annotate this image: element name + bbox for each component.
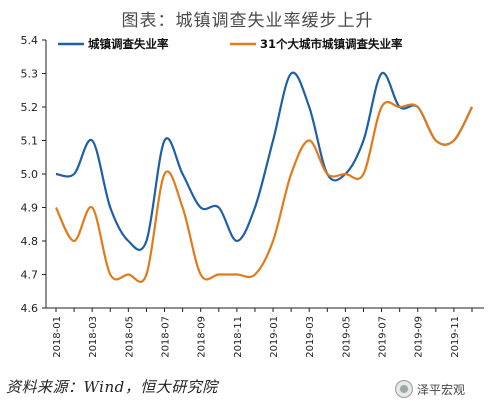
x-tick-label: 2019-07 (378, 316, 389, 358)
series-2-point (128, 274, 130, 276)
series-2-point (91, 207, 93, 209)
x-tick-label: 2018-09 (197, 316, 208, 358)
watermark-label: 泽平宏观 (417, 382, 466, 397)
series-1-point (109, 207, 111, 209)
series-1-point (128, 240, 130, 242)
series-2-point (290, 173, 292, 175)
series-1-point (200, 207, 202, 209)
x-tick-label: 2019-01 (269, 316, 280, 358)
series-2-point (254, 274, 256, 276)
legend-label-1: 城镇调查失业率 (88, 37, 169, 51)
series-2-point (363, 173, 365, 175)
y-axis-ticks: 4.6 4.7 4.8 4.9 5.0 5.1 5.2 5.3 5.4 (21, 34, 46, 315)
x-tick-label: 2019-11 (450, 316, 461, 358)
x-tick-label: 2018-03 (88, 316, 99, 358)
series-1-point (381, 73, 383, 75)
series-1-point (91, 140, 93, 142)
series-2-point (236, 274, 238, 276)
y-tick-label: 4.9 (21, 202, 39, 215)
series-2-point (164, 173, 166, 175)
series-1-point (164, 140, 166, 142)
x-axis-ticks: 2018-01 2018-03 2018-05 2018-07 2018-09 2018-… (52, 308, 473, 358)
y-tick-label: 5.0 (21, 168, 39, 181)
series-lines (55, 71, 473, 283)
y-tick-label: 5.1 (21, 135, 39, 148)
series-1-point (272, 140, 274, 142)
x-tick-label: 2019-03 (305, 316, 316, 358)
series-2-point (73, 240, 75, 242)
series-1-point (254, 207, 256, 209)
x-tick-label: 2019-09 (414, 316, 425, 358)
wechat-logo-icon (395, 380, 413, 398)
series-2-point (308, 140, 310, 142)
series-2-point (109, 274, 111, 276)
series-1-point (73, 173, 75, 175)
y-tick-label: 5.4 (21, 34, 39, 47)
series-line-2 (55, 100, 473, 283)
watermark: 泽平宏观 (395, 380, 465, 398)
y-tick-label: 5.3 (21, 68, 39, 81)
legend-label-2: 31个大城市城镇调查失业率 (260, 37, 403, 51)
series-2-point (272, 240, 274, 242)
series-1-point (290, 73, 292, 75)
series-2-point (182, 207, 184, 209)
y-tick-label: 4.8 (21, 235, 39, 248)
x-tick-label: 2018-07 (161, 316, 172, 358)
series-2-point (146, 274, 148, 276)
series-1-point (146, 240, 148, 242)
series-line-1 (55, 71, 473, 251)
series-2-point (55, 207, 57, 209)
series-1-point (55, 173, 57, 175)
series-1-point (363, 140, 365, 142)
series-1-point (236, 240, 238, 242)
series-2-point (381, 106, 383, 108)
series-2-point (435, 140, 437, 142)
series-1-point (218, 207, 220, 209)
series-1-point (308, 106, 310, 108)
series-2-point (327, 173, 329, 175)
y-tick-label: 5.2 (21, 101, 39, 114)
y-tick-label: 4.7 (21, 269, 39, 282)
series-2-point (399, 106, 401, 108)
x-tick-label: 2018-11 (233, 316, 244, 358)
x-tick-label: 2018-05 (124, 316, 135, 358)
x-tick-label: 2019-05 (341, 316, 352, 358)
source-note: 资料来源：Wind，恒大研究院 (6, 378, 218, 396)
series-2-point (345, 173, 347, 175)
legend: 城镇调查失业率 31个大城市城镇调查失业率 (58, 37, 403, 51)
series-2-point (417, 106, 419, 108)
x-tick-label: 2018-01 (52, 316, 63, 358)
y-tick-label: 4.6 (21, 302, 39, 315)
series-1-point (182, 173, 184, 175)
chart-title: 图表：城镇调查失业率缓步上升 (121, 11, 374, 31)
series-2-point (453, 140, 455, 142)
series-2-point (200, 274, 202, 276)
series-2-point (218, 274, 220, 276)
series-2-point (471, 106, 473, 108)
